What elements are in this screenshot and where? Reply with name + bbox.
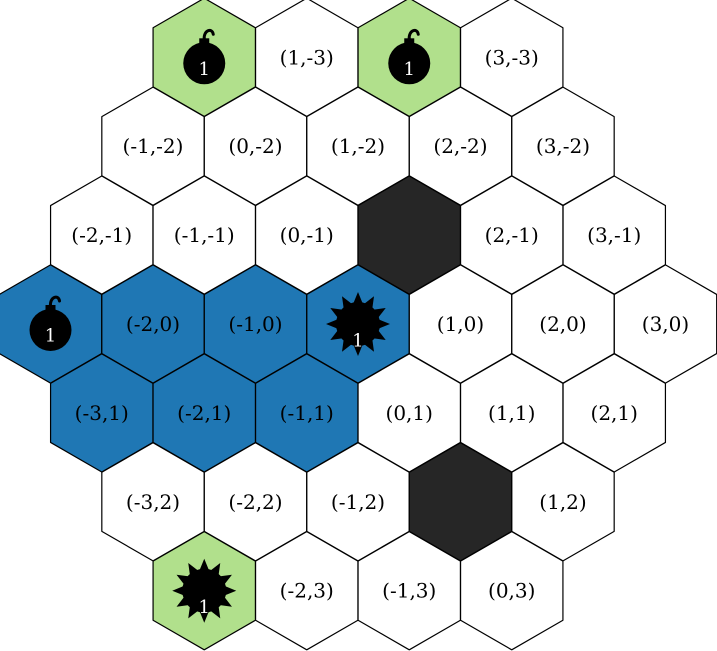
cell-coordinate-label: (0,-2) [228,134,282,158]
hex-cell[interactable]: (1,1) [459,353,564,473]
cell-coordinate-label: (-1,0) [228,312,282,336]
mine-icon [172,558,237,623]
hex-cell[interactable]: (-1,3) [357,530,462,651]
cell-coordinate-label: (-1,3) [382,579,436,603]
hex-cell[interactable]: (-1,-2) [101,86,205,206]
cell-coordinate-label: (-3,1) [75,401,129,425]
cell-coordinate-label: (1,0) [437,312,484,336]
cell-coordinate-label: (-1,-1) [174,223,235,247]
cell-coordinate-label: (-2,1) [177,401,231,425]
cell-coordinate-label: (0,3) [488,579,535,603]
mine-icon [326,292,390,356]
hex-cell[interactable]: 1 [152,0,257,118]
hex-cell[interactable]: (3,-3) [459,0,564,118]
cell-coordinate-label: (2,0) [539,312,586,336]
cell-coordinate-label: (-1,2) [331,490,385,514]
hex-cell[interactable]: (3,0) [613,264,717,384]
cell-coordinate-label: (3,-2) [536,134,590,158]
cell-coordinate-label: (0,-1) [280,223,334,247]
cell-coordinate-label: (0,1) [386,401,433,425]
cell-coordinate-label: (-2,0) [126,312,180,336]
bomb-icon [183,28,226,85]
cell-count: 1 [199,59,210,80]
cell-count: 1 [404,59,415,80]
hex-cell[interactable]: 1 [306,264,410,384]
cell-coordinate-label: (3,0) [642,312,689,336]
hex-cell[interactable]: (-3,2) [101,442,205,562]
cell-coordinate-label: (2,1) [591,401,638,425]
hex-cell[interactable]: (0,3) [459,530,564,651]
cell-coordinate-label: (2,-2) [433,134,487,158]
hex-cell[interactable]: (2,1) [562,353,667,473]
hex-cell[interactable]: 1 [0,264,103,384]
cell-coordinate-label: (-3,2) [126,490,180,514]
cell-count: 1 [352,331,363,352]
cell-coordinate-label: (-1,1) [280,401,334,425]
cell-coordinate-label: (2,-1) [485,223,539,247]
hex-cell[interactable]: (1,0) [408,264,513,384]
cell-coordinate-label: (-1,-2) [123,134,184,158]
hex-cell[interactable]: (0,-2) [203,86,308,206]
hex-cell[interactable]: (-2,-1) [49,175,154,295]
hex-cell[interactable]: (-1,-1) [152,175,257,295]
cell-coordinate-label: (1,-2) [331,134,385,158]
cell-coordinate-label: (1,2) [539,490,586,514]
cell-coordinate-label: (1,1) [488,401,535,425]
cell-coordinate-label: (-2,2) [228,490,282,514]
hex-cell[interactable]: (2,-2) [408,86,513,206]
hex-cell[interactable]: (-2,0) [101,264,205,384]
cell-count: 1 [199,597,210,618]
cell-coordinate-label: (-2,3) [280,579,334,603]
cell-coordinate-label: (-2,-1) [71,223,132,247]
hex-cell[interactable]: 1 [152,530,257,651]
hex-cell[interactable]: (-2,3) [254,530,359,651]
hex-cell[interactable]: (1,-3) [254,0,359,118]
cell-coordinate-label: (3,-1) [587,223,641,247]
hex-tile [459,530,564,651]
bomb-icon [388,28,431,85]
cell-coordinate-label: (1,-3) [280,45,334,69]
cell-count: 1 [45,326,56,347]
hex-cell[interactable]: (3,-2) [511,86,615,206]
hex-cell[interactable]: (-1,1) [254,353,359,473]
cell-coordinate-label: (3,-3) [485,45,539,69]
bomb-icon [29,295,72,351]
